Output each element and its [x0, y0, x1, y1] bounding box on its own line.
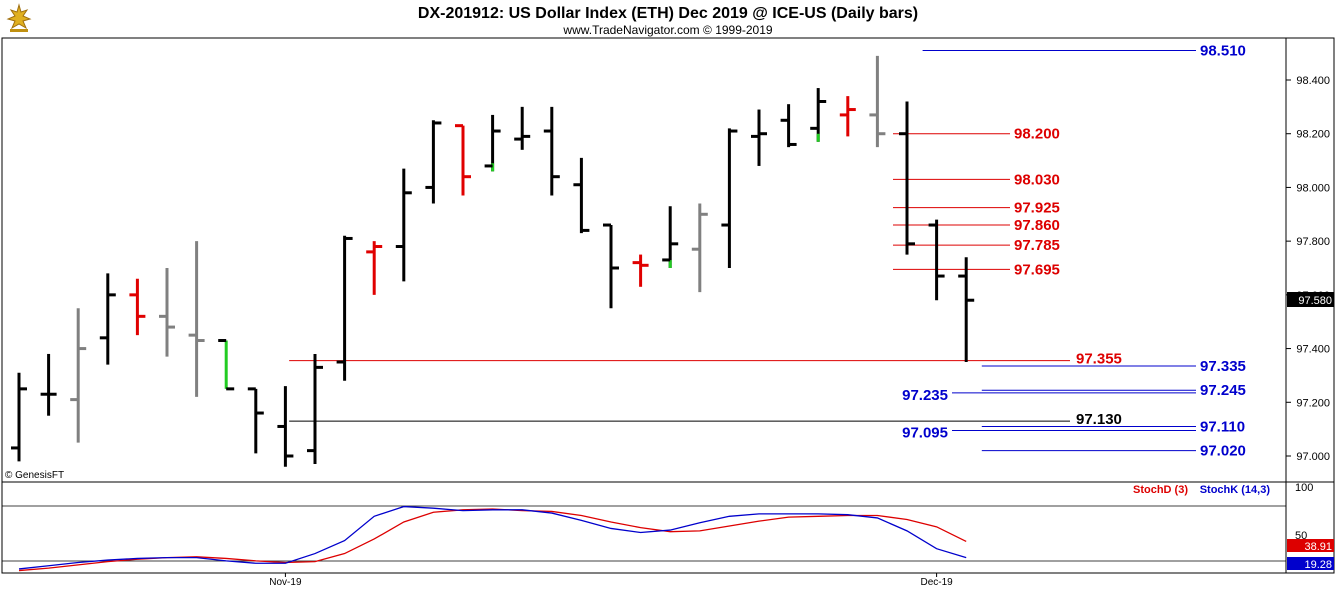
level-label: 97.695 [1014, 261, 1060, 278]
ohlc-bar [928, 219, 945, 301]
level-label: 97.925 [1014, 200, 1060, 217]
x-axis-labels: Nov-19 Dec-19 [269, 573, 953, 588]
ohlc-bar [721, 128, 738, 268]
ohlc-bar [751, 109, 767, 166]
price-tick-label: 97.800 [1296, 236, 1330, 248]
price-tick-label: 98.200 [1296, 129, 1330, 141]
ohlc-bar [810, 88, 827, 142]
ohlc-bar [514, 106, 531, 150]
stochd-last-value: 38.91 [1304, 541, 1332, 553]
ohlc-bar [307, 353, 323, 465]
ohlc-bar [277, 386, 294, 467]
stochk-last-marker [1287, 557, 1334, 570]
watermark-text: © GenesisFT [5, 470, 64, 481]
ohlc-bar [395, 168, 412, 282]
last-price-marker [1287, 292, 1334, 307]
ohlc-bar [99, 273, 116, 365]
level-label: 97.335 [1200, 358, 1246, 375]
ohlc-bar [336, 235, 353, 381]
ohlc-bar [366, 241, 383, 295]
level-label: 97.110 [1200, 418, 1245, 435]
ohlc-bar [603, 223, 619, 309]
level-label: 97.785 [1014, 237, 1060, 254]
ohlc-bar [247, 387, 264, 454]
genesis-logo-icon [3, 2, 35, 34]
ohlc-bar [129, 278, 146, 336]
ohlc-bar [958, 257, 975, 362]
ohlc-bar [691, 203, 708, 293]
ohlc-bar [899, 101, 915, 255]
x-axis-label: Nov-19 [269, 577, 302, 588]
ohlc-bar [869, 55, 886, 148]
stochd-last-marker [1287, 539, 1334, 552]
stoch-tick-100: 100 [1295, 482, 1313, 494]
price-tick-label: 98.400 [1296, 75, 1330, 87]
ohlc-bar [218, 339, 235, 391]
level-label: 97.235 [902, 387, 948, 404]
price-tick-label: 97.200 [1296, 397, 1330, 409]
level-label: 97.860 [1014, 217, 1060, 234]
ohlc-bar [11, 372, 27, 462]
ohlc-bar [188, 241, 205, 397]
ohlc-bar [632, 254, 649, 287]
stochk-line [18, 505, 967, 570]
chart-title: DX-201912: US Dollar Index (ETH) Dec 201… [418, 5, 918, 22]
price-tick-label: 97.400 [1296, 344, 1330, 356]
ohlc-bar [425, 120, 442, 204]
chart-subtitle: www.TradeNavigator.com © 1999-2019 [562, 23, 772, 37]
ohlc-bars [11, 55, 975, 467]
price-tick-label: 98.000 [1296, 182, 1330, 194]
legend-stochk: StochK (14,3) [1200, 484, 1271, 496]
ohlc-bar [662, 206, 679, 268]
level-label: 98.510 [1200, 42, 1246, 59]
legend-stochd: StochD (3) [1133, 484, 1188, 496]
stochk-last-value: 19.28 [1304, 559, 1332, 571]
price-axis-frame [1285, 37, 1335, 483]
ohlc-bar [543, 106, 560, 196]
price-tick-label: 97.000 [1296, 451, 1330, 463]
ohlc-bar [40, 353, 57, 416]
price-axis-ticks: 98.40098.20098.00097.80097.60097.40097.2… [1286, 75, 1330, 463]
ohlc-bar [780, 104, 797, 148]
level-label: 98.200 [1014, 126, 1060, 143]
level-label: 97.245 [1200, 382, 1246, 399]
x-axis-label: Dec-19 [920, 577, 953, 588]
level-label: 97.130 [1076, 411, 1122, 428]
last-price-label: 97.580 [1298, 295, 1332, 307]
ohlc-bar [159, 268, 175, 357]
level-label: 97.095 [902, 424, 948, 441]
ohlc-bar [484, 114, 501, 172]
stoch-axis-frame [1285, 481, 1335, 574]
stochastic-lines [18, 505, 967, 572]
ohlc-bar [573, 157, 590, 234]
level-label: 97.020 [1200, 443, 1246, 460]
ohlc-bar [70, 308, 87, 443]
level-label: 97.355 [1076, 351, 1122, 368]
ohlc-bar [839, 96, 856, 137]
ohlc-bar [455, 124, 471, 196]
level-label: 98.030 [1014, 171, 1060, 188]
